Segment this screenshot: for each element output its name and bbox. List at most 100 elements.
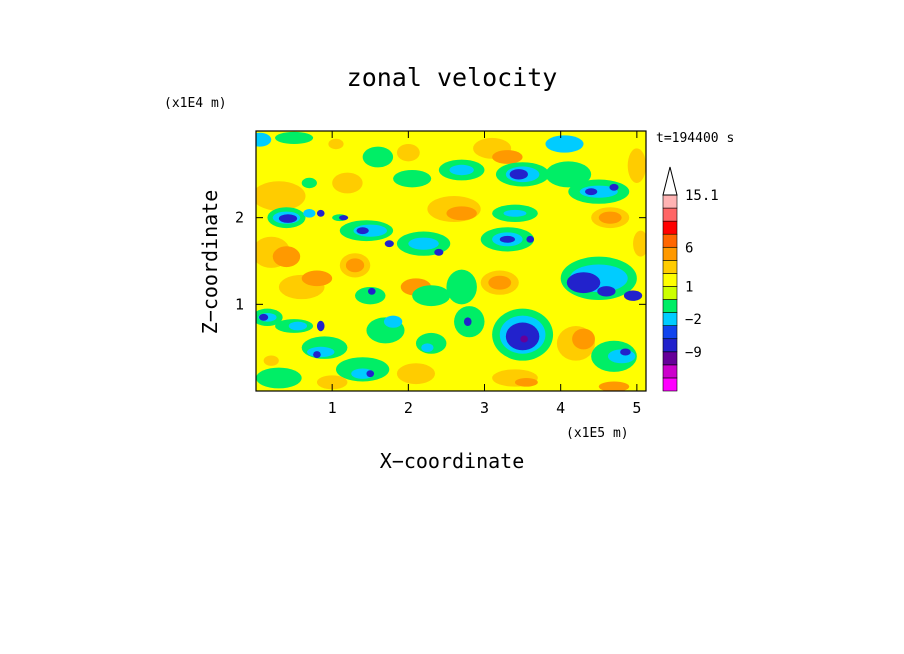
colorbar-extend-arrow — [662, 166, 678, 196]
contour-region-47 — [421, 343, 434, 352]
contour-region-79 — [585, 188, 598, 196]
contour-region-26 — [366, 370, 375, 378]
colorbar-swatch — [662, 194, 678, 209]
contour-region-50 — [446, 206, 477, 221]
contour-region-99 — [316, 375, 348, 390]
colorbar-label: 15.1 — [685, 188, 719, 204]
contour-region-85 — [566, 272, 601, 294]
contour-region-96 — [256, 132, 272, 147]
contour-region-43 — [434, 248, 444, 256]
contour-region-80 — [609, 183, 619, 191]
colorbar-label: −2 — [685, 312, 702, 328]
y-axis: 12 — [235, 209, 646, 313]
colorbar-swatch — [662, 286, 678, 300]
contour-region-28 — [362, 146, 394, 168]
contour-region-40 — [396, 144, 420, 162]
contour-region-4 — [301, 177, 317, 189]
contour-region-45 — [412, 285, 451, 307]
y-axis-label: Z−coordinate — [198, 190, 222, 335]
contour-region-94 — [627, 148, 646, 184]
contour-region-93 — [598, 381, 630, 391]
x-axis: 1 2 3 4 5 — [328, 131, 641, 417]
contour-region-68 — [488, 275, 512, 290]
x-tick-label: 4 — [556, 399, 565, 417]
contour-region-74 — [514, 378, 538, 387]
colorbar-swatch — [662, 351, 678, 366]
contour-region-0 — [256, 181, 306, 211]
colorbar-swatch — [662, 377, 678, 392]
contour-region-98 — [328, 138, 344, 150]
contour-region-86 — [597, 286, 616, 297]
x-tick-label: 1 — [328, 399, 337, 417]
colorbar-label: 6 — [685, 240, 693, 256]
contour-region-42 — [408, 237, 439, 250]
contour-region-72 — [520, 335, 528, 343]
contour-region-6 — [316, 209, 325, 217]
contour-region-38 — [383, 315, 403, 328]
contour-region-5 — [303, 209, 316, 218]
contour-region-39 — [393, 170, 432, 188]
contour-region-21 — [313, 351, 321, 359]
colorbar-label: 1 — [685, 279, 693, 295]
contour-region-23 — [263, 355, 279, 366]
contour-region-89 — [572, 328, 595, 350]
contour-region-76 — [545, 135, 584, 153]
contour-region-92 — [620, 348, 631, 356]
colorbar-swatch — [662, 312, 678, 326]
contour-region-18 — [316, 320, 325, 332]
contour-region-3 — [278, 214, 298, 223]
contour-region-95 — [633, 230, 646, 257]
contour-region-8 — [339, 215, 349, 221]
contour-region-27 — [332, 172, 363, 194]
x-tick-label: 3 — [480, 399, 489, 417]
contour-region-35 — [355, 287, 386, 305]
colorbar-swatch — [662, 207, 678, 222]
contour-field — [256, 131, 646, 391]
contour-region-20 — [307, 346, 335, 358]
colorbar-swatch — [662, 299, 678, 313]
chart-title: zonal velocity — [347, 63, 558, 92]
colorbar-swatch — [662, 364, 678, 379]
x-tick-label: 2 — [404, 399, 413, 417]
plot-frame — [255, 130, 647, 392]
colorbar-swatch — [662, 273, 678, 287]
contour-region-36 — [367, 287, 376, 295]
contour-region-17 — [288, 321, 308, 331]
x-axis-label: X−coordinate — [380, 449, 525, 473]
colorbar: 15.1 6 1 −2 −9 — [662, 166, 719, 392]
colorbar-swatch — [662, 325, 678, 340]
contour-region-97 — [275, 131, 314, 144]
contour-region-10 — [272, 246, 301, 268]
contour-region-87 — [623, 290, 643, 301]
contour-region-53 — [446, 269, 477, 305]
contour-region-52 — [449, 164, 474, 176]
contour-region-82 — [598, 211, 622, 224]
contour-region-22 — [256, 367, 302, 389]
colorbar-swatch — [662, 220, 678, 235]
contour-region-55 — [463, 317, 472, 326]
contour-region-57 — [492, 150, 523, 164]
colorbar-swatch — [662, 260, 678, 274]
contour-region-31 — [356, 227, 369, 235]
contour-region-34 — [345, 258, 365, 273]
contour-region-60 — [509, 169, 528, 180]
contour-region-62 — [503, 209, 527, 217]
colorbar-swatch — [662, 246, 678, 261]
colorbar-swatch — [662, 338, 678, 353]
contour-region-66 — [526, 235, 535, 243]
time-label: t=194400 s — [656, 131, 734, 146]
contour-region-75 — [545, 161, 592, 188]
y-scale-label: (x1E4 m) — [164, 96, 227, 111]
contour-region-12 — [301, 270, 333, 287]
x-scale-label: (x1E5 m) — [566, 426, 629, 441]
colorbar-swatch — [662, 233, 678, 248]
x-tick-label: 5 — [632, 399, 641, 417]
colorbar-label: −9 — [685, 345, 702, 361]
y-tick-label: 1 — [235, 295, 244, 313]
y-tick-label: 2 — [235, 209, 244, 227]
contour-region-32 — [384, 240, 394, 248]
contour-region-65 — [499, 235, 515, 243]
contour-region-48 — [396, 363, 436, 385]
contour-region-15 — [259, 313, 269, 321]
